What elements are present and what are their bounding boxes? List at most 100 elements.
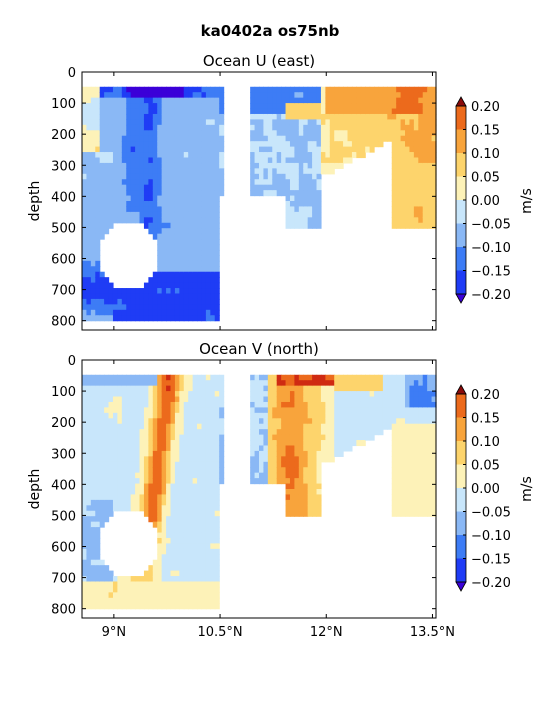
heatmap-cell xyxy=(161,597,167,604)
heatmap-cell xyxy=(214,304,220,311)
heatmap-cell xyxy=(307,130,313,137)
heatmap-cell xyxy=(329,141,335,148)
heatmap-cell xyxy=(148,391,154,398)
heatmap-cell xyxy=(157,396,163,403)
heatmap-cell xyxy=(298,494,304,501)
heatmap-cell xyxy=(431,489,437,496)
heatmap-cell xyxy=(365,412,371,419)
heatmap-cell xyxy=(95,113,101,120)
heatmap-cell xyxy=(254,130,260,137)
heatmap-cell xyxy=(170,450,176,457)
heatmap-cell xyxy=(161,494,167,501)
heatmap-cell xyxy=(192,157,198,164)
heatmap-cell xyxy=(210,195,216,202)
heatmap-cell xyxy=(205,407,211,414)
heatmap-cell xyxy=(108,217,114,224)
heatmap-cell xyxy=(90,527,96,534)
heatmap-cell xyxy=(183,554,189,561)
heatmap-cell xyxy=(422,97,428,104)
heatmap-cell xyxy=(413,478,419,485)
heatmap-cell xyxy=(192,570,198,577)
heatmap-cell xyxy=(108,190,114,197)
heatmap-cell xyxy=(166,396,172,403)
heatmap-cell xyxy=(427,211,433,218)
heatmap-cell xyxy=(143,141,149,148)
heatmap-cell xyxy=(263,472,269,479)
heatmap-cell xyxy=(197,92,203,99)
heatmap-cell xyxy=(188,597,194,604)
heatmap-cell xyxy=(170,173,176,180)
heatmap-cell xyxy=(152,380,158,387)
heatmap-cell xyxy=(396,456,402,463)
heatmap-cell xyxy=(400,173,406,180)
heatmap-cell xyxy=(201,124,207,131)
heatmap-cell xyxy=(276,157,282,164)
heatmap-cell xyxy=(219,467,225,474)
heatmap-cell xyxy=(382,113,388,120)
heatmap-cell xyxy=(201,521,207,528)
heatmap-cell xyxy=(179,304,185,311)
heatmap-cell xyxy=(104,173,110,180)
heatmap-cell xyxy=(250,86,256,93)
heatmap-cell xyxy=(86,217,92,224)
heatmap-cell xyxy=(188,581,194,588)
heatmap-cell xyxy=(95,141,101,148)
heatmap-cell xyxy=(188,592,194,599)
heatmap-cell xyxy=(409,211,415,218)
heatmap-cell xyxy=(329,434,335,441)
heatmap-cell xyxy=(400,499,406,506)
heatmap-cell xyxy=(382,401,388,408)
heatmap-cell xyxy=(254,396,260,403)
heatmap-cell xyxy=(121,434,127,441)
heatmap-cell xyxy=(161,228,167,235)
heatmap-cell xyxy=(298,206,304,213)
heatmap-cell xyxy=(382,97,388,104)
colorbar-segment xyxy=(456,223,466,248)
heatmap-cell xyxy=(117,478,123,485)
heatmap-cell xyxy=(135,494,141,501)
heatmap-cell xyxy=(210,97,216,104)
heatmap-cell xyxy=(409,168,415,175)
heatmap-cell xyxy=(391,412,397,419)
heatmap-cell xyxy=(369,396,375,403)
heatmap-cell xyxy=(82,516,88,523)
heatmap-cell xyxy=(391,168,397,175)
heatmap-cell xyxy=(86,445,92,452)
heatmap-cell xyxy=(161,380,167,387)
heatmap-cell xyxy=(90,92,96,99)
heatmap-cell xyxy=(391,190,397,197)
heatmap-cell xyxy=(409,423,415,430)
heatmap-cell xyxy=(90,532,96,539)
heatmap-cell xyxy=(197,141,203,148)
heatmap-cell xyxy=(130,499,136,506)
heatmap-cell xyxy=(82,97,88,104)
heatmap-cell xyxy=(272,162,278,169)
heatmap-cell xyxy=(210,472,216,479)
heatmap-cell xyxy=(143,445,149,452)
heatmap-cell xyxy=(174,217,180,224)
heatmap-cell xyxy=(298,401,304,408)
heatmap-cell xyxy=(117,217,123,224)
heatmap-cell xyxy=(126,461,132,468)
heatmap-cell xyxy=(166,445,172,452)
heatmap-cell xyxy=(170,472,176,479)
heatmap-cell xyxy=(192,505,198,512)
heatmap-cell xyxy=(82,141,88,148)
heatmap-cell xyxy=(174,461,180,468)
heatmap-cell xyxy=(405,374,411,381)
heatmap-cell xyxy=(298,467,304,474)
heatmap-cell xyxy=(166,124,172,131)
heatmap-cell xyxy=(86,260,92,267)
colorbar-tick-label: 0.15 xyxy=(471,412,500,427)
heatmap-cell xyxy=(360,429,366,436)
heatmap-cell xyxy=(161,489,167,496)
heatmap-cell xyxy=(338,108,344,115)
heatmap-cell xyxy=(205,233,211,240)
heatmap-cell xyxy=(108,130,114,137)
heatmap-cell xyxy=(139,450,145,457)
heatmap-cell xyxy=(250,423,256,430)
heatmap-cell xyxy=(197,445,203,452)
heatmap-cell xyxy=(197,173,203,180)
heatmap-cell xyxy=(409,119,415,126)
heatmap-cell xyxy=(82,179,88,186)
